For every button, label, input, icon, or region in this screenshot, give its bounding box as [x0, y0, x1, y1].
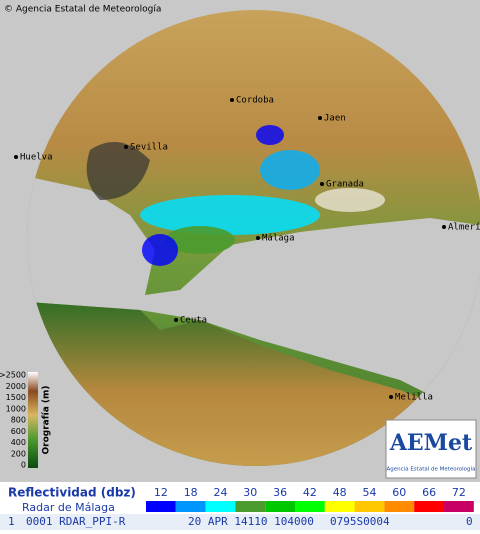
- city-label: Granada: [326, 180, 364, 190]
- level-label: 54: [363, 486, 377, 499]
- city-label: Ceuta: [180, 316, 207, 326]
- status-field: 0001 RDAR_PPI-R: [26, 515, 126, 528]
- city-label: Sevilla: [130, 143, 168, 153]
- elevation-label: 600: [11, 427, 26, 436]
- legend-subtitle: Radar de Málaga: [22, 501, 115, 514]
- level-swatch: [384, 501, 415, 512]
- city-label: Almería: [448, 223, 480, 233]
- city-labels: Cordoba Jaen Sevilla Huelva Granada Málaga Alm…: [14, 96, 480, 403]
- city-marker: [320, 182, 324, 186]
- level-label: 72: [452, 486, 466, 499]
- level-label: 12: [154, 486, 168, 499]
- level-label: 18: [184, 486, 198, 499]
- echo: [165, 226, 235, 254]
- city-label: Huelva: [20, 153, 53, 163]
- elevation-label: >2500: [0, 371, 26, 380]
- level-label: 30: [243, 486, 257, 499]
- elevation-label: 400: [11, 438, 26, 447]
- status-field: 20 APR 14110 104000: [188, 515, 314, 528]
- copyright: © Agencia Estatal de Meteorología: [4, 5, 161, 15]
- elevation-bar: [28, 372, 38, 468]
- elevation-title: Orografía (m): [42, 385, 52, 454]
- city-marker: [174, 318, 178, 322]
- radar-echoes: [140, 125, 320, 266]
- city-marker: [124, 145, 128, 149]
- city-marker: [14, 155, 18, 159]
- elevation-label: 1500: [6, 393, 26, 402]
- status-bar: [0, 514, 480, 530]
- sierra-nevada: [315, 188, 385, 212]
- level-label: 66: [422, 486, 436, 499]
- echo: [256, 125, 284, 145]
- logo-box: [385, 419, 477, 479]
- echo: [260, 150, 320, 190]
- elevation-label: 200: [11, 449, 26, 458]
- city-label: Málaga: [262, 234, 295, 244]
- level-label: 60: [392, 486, 406, 499]
- level-label: 48: [333, 486, 347, 499]
- status-field: 0: [466, 515, 473, 528]
- level-swatch: [235, 501, 266, 512]
- level-swatch: [414, 501, 444, 512]
- city-marker: [318, 116, 322, 120]
- lowland: [86, 142, 150, 200]
- sea: [27, 175, 480, 420]
- city-marker: [230, 98, 234, 102]
- echo: [140, 195, 320, 235]
- radar-coverage: [27, 10, 480, 466]
- level-label: 42: [303, 486, 317, 499]
- level-swatch: [175, 501, 206, 512]
- level-swatch: [146, 501, 176, 512]
- reflectivity-legend: 12 18 24 30 36 42 48 54 60 66 72: [146, 486, 474, 512]
- city-label: Melilla: [395, 393, 433, 403]
- logo-name: AEMet: [389, 430, 473, 456]
- level-label: 36: [273, 486, 287, 499]
- elevation-label: 1000: [6, 404, 26, 413]
- level-swatch: [324, 501, 355, 512]
- echo: [142, 234, 178, 266]
- level-swatch: [354, 501, 385, 512]
- elevation-label: 0: [21, 461, 26, 470]
- level-swatch: [295, 501, 325, 512]
- level-swatch: [444, 501, 474, 512]
- city-label: Jaen: [324, 114, 346, 124]
- status-field: 1: [8, 515, 15, 528]
- level-swatch: [265, 501, 295, 512]
- city-marker: [389, 395, 393, 399]
- city-label: Cordoba: [236, 96, 274, 106]
- legend-title: Reflectividad (dbz): [8, 486, 136, 500]
- elevation-label: 2000: [6, 382, 26, 391]
- status-field: 0795S0004: [330, 515, 390, 528]
- city-marker: [256, 236, 260, 240]
- city-marker: [442, 225, 446, 229]
- logo-subtitle: Agencia Estatal de Meteorología: [387, 466, 476, 473]
- level-swatch: [205, 501, 236, 512]
- status-fields: 1 0001 RDAR_PPI-R 20 APR 14110 104000 0795S…: [8, 515, 473, 528]
- level-label: 24: [214, 486, 228, 499]
- elevation-label: 800: [11, 416, 26, 425]
